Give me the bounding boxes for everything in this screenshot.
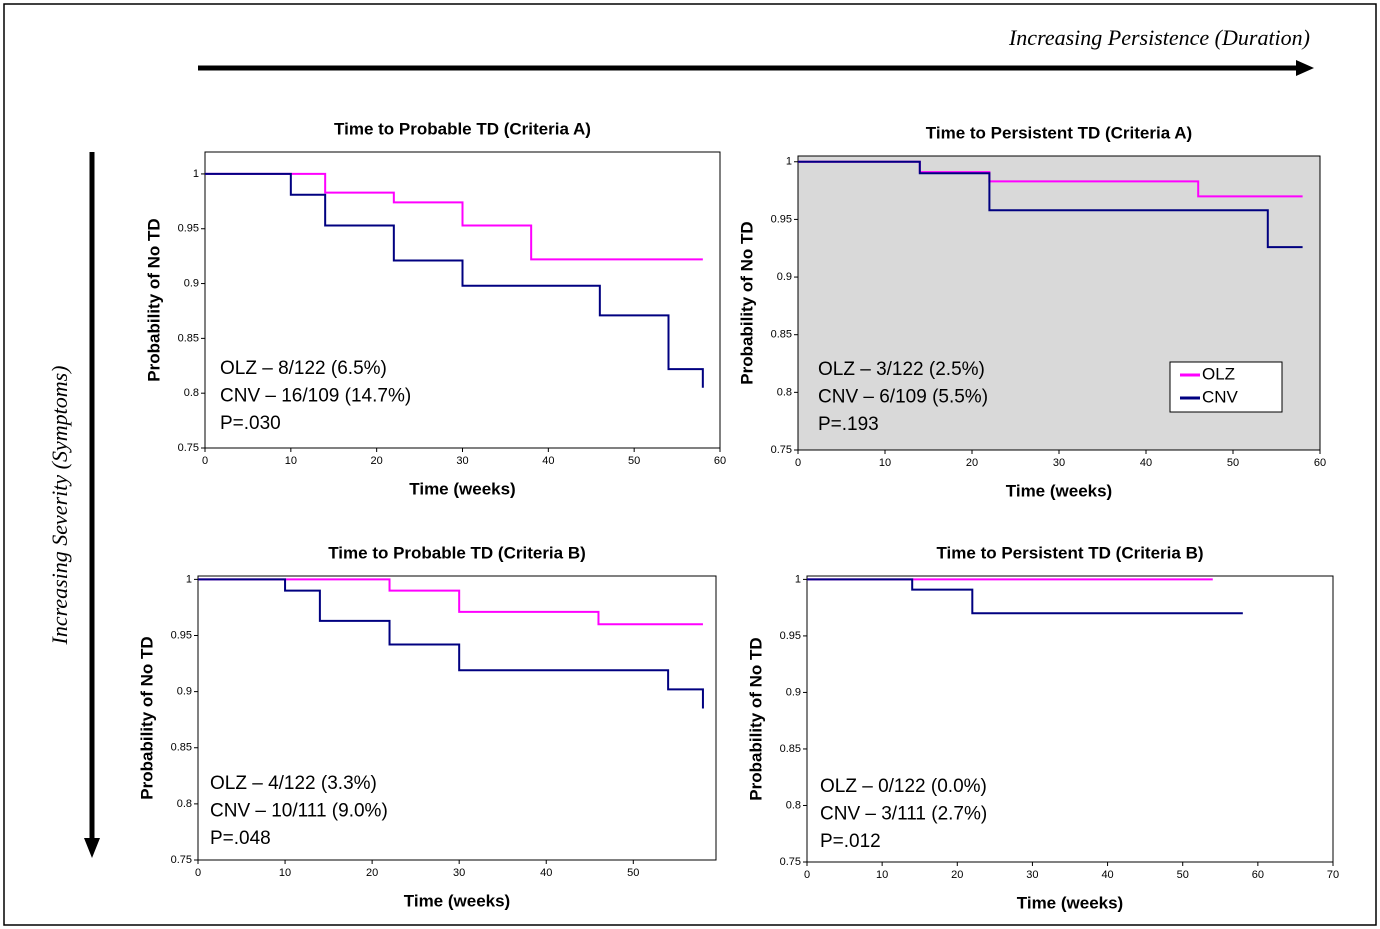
x-tick-label: 70 xyxy=(1327,869,1339,881)
y-axis-label: Probability of No TD xyxy=(737,221,756,384)
x-tick-label: 0 xyxy=(195,867,201,879)
y-tick-label: 0.95 xyxy=(171,629,192,641)
x-tick-label: 40 xyxy=(1140,457,1152,469)
legend-label: CNV xyxy=(1202,387,1239,406)
annotation: P=.030 xyxy=(220,413,281,434)
annotation: CNV – 16/109 (14.7%) xyxy=(220,386,411,407)
y-tick-label: 1 xyxy=(795,573,801,585)
x-axis-label: Time (weeks) xyxy=(409,479,515,498)
x-tick-label: 40 xyxy=(540,867,552,879)
y-axis-label: Probability of No TD xyxy=(746,637,765,800)
legend-box xyxy=(1169,361,1283,413)
x-tick-label: 10 xyxy=(279,867,291,879)
y-tick-label: 0.85 xyxy=(178,332,199,344)
y-tick-label: 0.95 xyxy=(178,223,199,235)
annotation: CNV – 6/109 (5.5%) xyxy=(818,387,988,408)
x-tick-label: 50 xyxy=(1227,457,1239,469)
y-tick-label: 0.75 xyxy=(178,442,199,454)
x-tick-label: 30 xyxy=(453,867,465,879)
y-tick-label: 0.9 xyxy=(786,686,801,698)
plot-area xyxy=(806,575,1334,863)
x-tick-label: 40 xyxy=(542,455,554,467)
x-axis-label: Time (weeks) xyxy=(404,891,510,910)
y-tick-label: 1 xyxy=(786,156,792,168)
y-tick-label: 1 xyxy=(193,168,199,180)
y-tick-label: 0.9 xyxy=(177,686,192,698)
survival-line xyxy=(205,172,703,261)
x-tick-label: 20 xyxy=(371,455,383,467)
survival-line xyxy=(205,172,704,388)
x-tick-label: 10 xyxy=(876,869,888,881)
annotation: OLZ – 0/122 (0.0%) xyxy=(820,776,987,797)
chart-title: Time to Probable TD (Criteria A) xyxy=(334,119,591,138)
x-tick-label: 20 xyxy=(366,867,378,879)
legend-label: OLZ xyxy=(1202,364,1235,383)
x-tick-label: 50 xyxy=(1177,869,1189,881)
y-tick-label: 0.75 xyxy=(780,856,801,868)
chart-title: Time to Persistent TD (Criteria B) xyxy=(936,543,1203,562)
y-tick-label: 0.75 xyxy=(171,854,192,866)
y-tick-label: 0.75 xyxy=(771,444,792,456)
x-tick-label: 10 xyxy=(285,455,297,467)
survival-line xyxy=(198,578,703,626)
y-tick-label: 1 xyxy=(186,573,192,585)
x-axis-label: Time (weeks) xyxy=(1006,481,1112,500)
annotation: CNV – 3/111 (2.7%) xyxy=(820,804,987,825)
x-tick-label: 50 xyxy=(627,867,639,879)
annotation: OLZ – 4/122 (3.3%) xyxy=(210,773,377,794)
x-tick-label: 50 xyxy=(628,455,640,467)
top-label: Increasing Persistence (Duration) xyxy=(1008,25,1310,50)
x-tick-label: 10 xyxy=(879,457,891,469)
x-tick-label: 30 xyxy=(456,455,468,467)
x-tick-label: 20 xyxy=(951,869,963,881)
annotation: P=.012 xyxy=(820,831,881,852)
arrow-head xyxy=(1296,60,1314,76)
x-tick-label: 20 xyxy=(966,457,978,469)
y-tick-label: 0.9 xyxy=(184,277,199,289)
y-tick-label: 0.85 xyxy=(171,742,192,754)
survival-line xyxy=(798,160,1303,249)
annotation: OLZ – 3/122 (2.5%) xyxy=(818,359,985,380)
y-tick-label: 0.8 xyxy=(184,387,199,399)
x-tick-label: 0 xyxy=(795,457,801,469)
y-tick-label: 0.9 xyxy=(777,271,792,283)
y-tick-label: 0.8 xyxy=(777,386,792,398)
annotation: CNV – 10/111 (9.0%) xyxy=(210,801,388,822)
annotation: P=.048 xyxy=(210,828,271,849)
x-tick-label: 60 xyxy=(714,455,726,467)
x-tick-label: 0 xyxy=(202,455,208,467)
y-tick-label: 0.8 xyxy=(786,799,801,811)
y-tick-label: 0.85 xyxy=(771,329,792,341)
arrow-head xyxy=(84,838,100,858)
survival-line xyxy=(807,578,1243,615)
side-label: Increasing Severity (Symptoms) xyxy=(47,366,72,646)
y-tick-label: 0.95 xyxy=(780,630,801,642)
x-tick-label: 30 xyxy=(1026,869,1038,881)
x-axis-label: Time (weeks) xyxy=(1017,893,1123,912)
y-axis-label: Probability of No TD xyxy=(137,636,156,799)
y-tick-label: 0.95 xyxy=(771,213,792,225)
x-tick-label: 30 xyxy=(1053,457,1065,469)
survival-line xyxy=(198,578,704,709)
x-tick-label: 0 xyxy=(804,869,810,881)
y-axis-label: Probability of No TD xyxy=(144,218,163,381)
annotation: OLZ – 8/122 (6.5%) xyxy=(220,358,387,379)
x-tick-label: 40 xyxy=(1101,869,1113,881)
annotation: P=.193 xyxy=(818,414,879,435)
y-tick-label: 0.85 xyxy=(780,743,801,755)
chart-title: Time to Persistent TD (Criteria A) xyxy=(926,123,1192,142)
x-tick-label: 60 xyxy=(1252,869,1264,881)
x-tick-label: 60 xyxy=(1314,457,1326,469)
chart-title: Time to Probable TD (Criteria B) xyxy=(328,543,586,562)
y-tick-label: 0.8 xyxy=(177,798,192,810)
